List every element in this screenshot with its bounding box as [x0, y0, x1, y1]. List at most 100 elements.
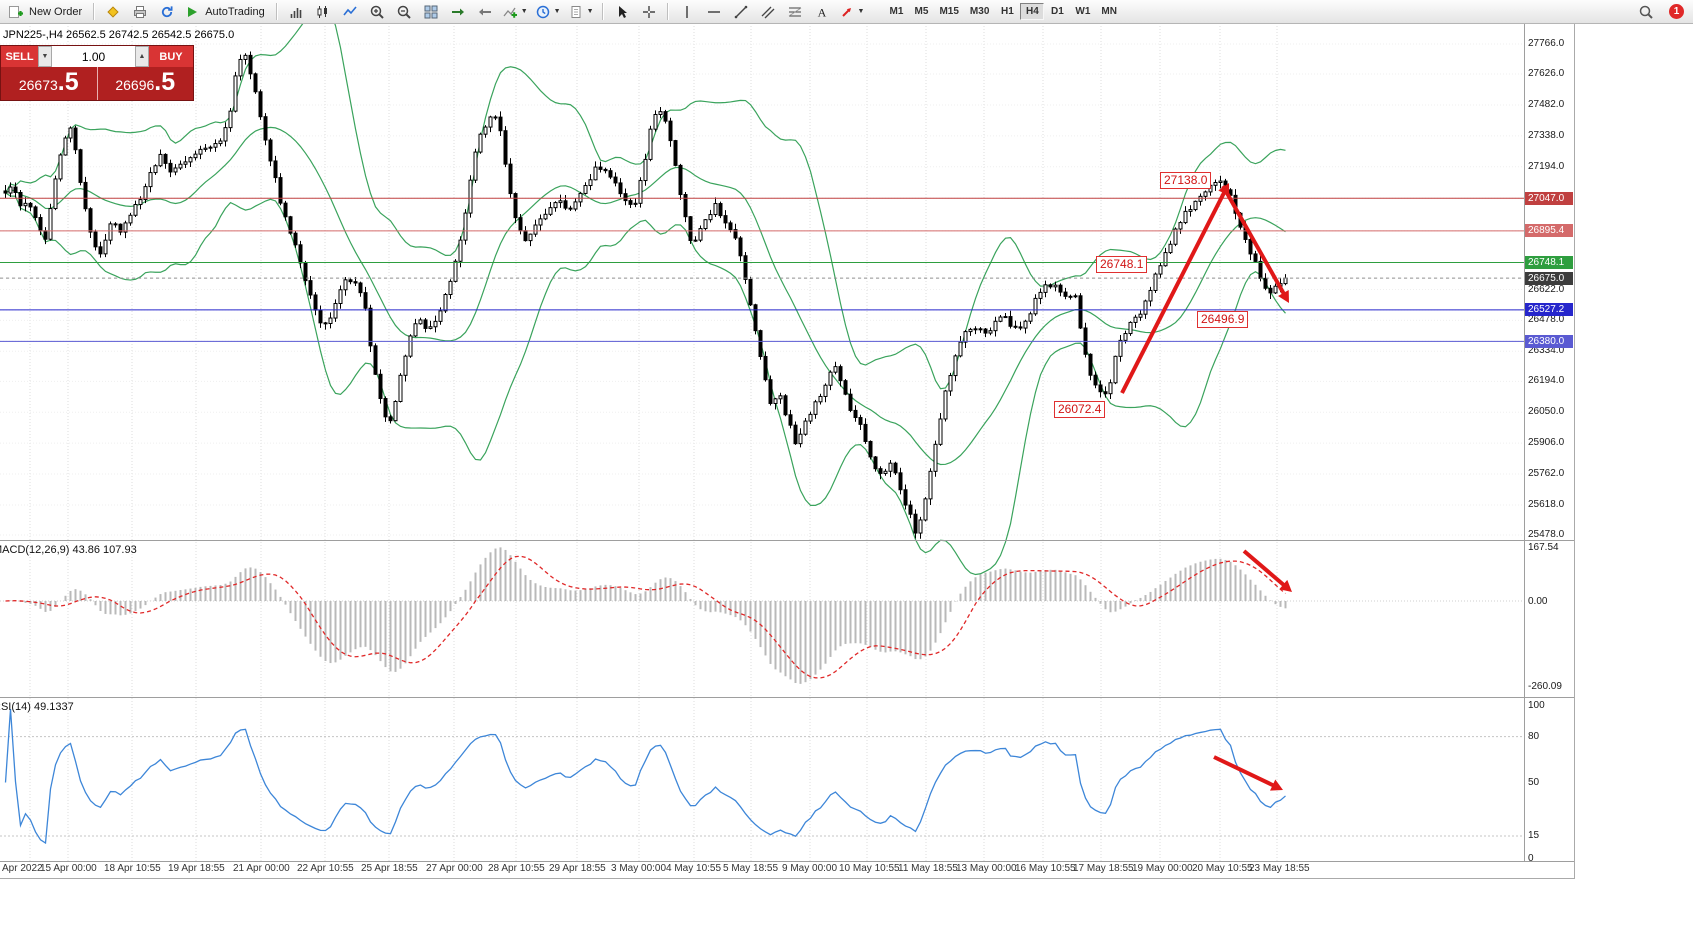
price-axis-tag[interactable]: 26527.2 — [1525, 303, 1573, 317]
line-chart-button[interactable] — [337, 1, 363, 23]
trend-up-arrow[interactable] — [1120, 183, 1230, 394]
indicators-button[interactable]: ▼ — [499, 1, 531, 23]
search-icon[interactable] — [1633, 1, 1659, 23]
macd-down-arrow[interactable] — [1242, 549, 1292, 592]
chart-shift-button[interactable] — [472, 1, 498, 23]
date-axis-label: 15 Apr 00:00 — [40, 863, 97, 874]
date-axis-label: 4 May 10:55 — [666, 863, 722, 874]
trend-down-arrow[interactable] — [1221, 185, 1289, 303]
price-annotation[interactable]: 26496.9 — [1197, 311, 1249, 328]
price-axis-label: 27194.0 — [1528, 160, 1565, 172]
periods-button[interactable]: ▼ — [532, 1, 564, 23]
fibonacci-button[interactable] — [782, 1, 808, 23]
price-axis-label: 25762.0 — [1528, 468, 1565, 480]
volume-decrease-button[interactable]: ▼ — [38, 46, 52, 67]
trend-arrows[interactable] — [1120, 183, 1292, 791]
rsi-indicator-label: RSI(14) 49.1337 — [0, 701, 74, 713]
tile-windows-button[interactable] — [418, 1, 444, 23]
price-annotation[interactable]: 26072.4 — [1054, 401, 1106, 418]
auto-scroll-button[interactable] — [445, 1, 471, 23]
arrows-objects-button[interactable]: ▼ — [836, 1, 868, 23]
new-order-label: New Order — [29, 5, 83, 18]
timeframe-button-h4[interactable]: H4 — [1020, 3, 1045, 20]
auto-scroll-icon — [450, 4, 466, 20]
chart-shift-icon — [477, 4, 493, 20]
timeframe-button-m15[interactable]: M15 — [939, 6, 959, 17]
chevron-down-icon: ▼ — [857, 8, 865, 15]
refresh-button[interactable] — [154, 1, 180, 23]
timeframe-button-d1[interactable]: D1 — [1050, 6, 1064, 17]
macd-axis-label: 0.00 — [1528, 596, 1548, 607]
channel-button[interactable] — [755, 1, 781, 23]
rsi-down-arrow[interactable] — [1213, 755, 1283, 791]
candlestick-chart-button[interactable] — [310, 1, 336, 23]
text-label-button[interactable]: A — [809, 1, 835, 23]
crosshair-button[interactable] — [636, 1, 662, 23]
print-button[interactable] — [127, 1, 153, 23]
price-axis-tag[interactable]: 26748.1 — [1525, 255, 1573, 269]
vertical-line-button[interactable] — [674, 1, 700, 23]
trendline-button[interactable] — [728, 1, 754, 23]
price-axis-tag[interactable]: 26895.4 — [1525, 224, 1573, 238]
timeframe-button-mn[interactable]: MN — [1101, 6, 1117, 17]
buy-price[interactable]: 26696.5 — [96, 67, 193, 100]
horizontal-line-button[interactable] — [701, 1, 727, 23]
timeframe-button-m30[interactable]: M30 — [969, 6, 990, 17]
sell-button[interactable]: SELL — [1, 46, 38, 67]
metaeditor-button[interactable] — [100, 1, 126, 23]
templates-button[interactable]: ▼ — [565, 1, 597, 23]
toolbar-separator — [275, 3, 278, 20]
date-axis-label: 13 May 00:00 — [956, 863, 1017, 874]
price-axis-tag[interactable]: 27047.0 — [1525, 191, 1573, 205]
autotrading-button[interactable]: AutoTrading — [181, 1, 271, 23]
macd-axis-label: -260.09 — [1528, 680, 1562, 692]
timeframe-button-m5[interactable]: M5 — [914, 6, 929, 17]
timeframe-button-w1[interactable]: W1 — [1075, 6, 1091, 17]
volume-increase-button[interactable]: ▲ — [135, 46, 149, 67]
rsi-axis-label: 0 — [1528, 853, 1534, 864]
price-axis-label: 27482.0 — [1528, 98, 1565, 110]
bar-chart-button[interactable] — [283, 1, 309, 23]
date-axis-label: 10 May 10:55 — [839, 863, 900, 874]
volume-input[interactable]: 1.00 — [52, 46, 135, 67]
timeframe-button-h1[interactable]: H1 — [1000, 6, 1014, 17]
rsi-axis-label: 50 — [1528, 776, 1540, 788]
candlesticks — [3, 51, 1288, 539]
rsi-axis-label: 80 — [1528, 730, 1540, 742]
zoom-out-button[interactable] — [391, 1, 417, 23]
toolbar-separator — [93, 3, 96, 20]
sell-price[interactable]: 26673.5 — [1, 67, 97, 100]
date-axis-label: 3 May 00:00 — [611, 863, 667, 874]
sell-price-pips: .5 — [57, 68, 79, 96]
macd-panel — [0, 547, 1524, 684]
buy-button[interactable]: BUY — [149, 46, 193, 67]
date-axis-label: 27 Apr 00:00 — [426, 863, 483, 874]
date-axis-label: 19 Apr 18:55 — [168, 863, 225, 874]
chart-canvas[interactable] — [0, 0, 1574, 878]
price-axis-tag[interactable]: 26380.0 — [1525, 334, 1573, 348]
horizontal-level-lines[interactable] — [0, 197, 1524, 342]
buy-price-main: 26696 — [115, 77, 155, 93]
zoom-out-icon — [396, 4, 412, 20]
refresh-icon — [159, 4, 175, 20]
fibonacci-icon — [787, 4, 803, 20]
svg-text:A: A — [817, 5, 826, 19]
crosshair-icon — [641, 4, 657, 20]
price-axis-label: 25906.0 — [1528, 437, 1565, 449]
buy-price-pips: .5 — [154, 68, 176, 96]
zoom-in-button[interactable] — [364, 1, 390, 23]
new-order-button[interactable]: New Order — [5, 1, 88, 23]
price-annotation[interactable]: 26748.1 — [1096, 256, 1148, 273]
template-icon — [568, 4, 584, 20]
chevron-down-icon: ▼ — [586, 8, 594, 15]
date-axis-label: 20 May 10:55 — [1192, 863, 1253, 874]
cursor-button[interactable] — [609, 1, 635, 23]
price-axis-tag[interactable]: 26675.0 — [1525, 271, 1573, 285]
timeframe-button-m1[interactable]: M1 — [889, 6, 904, 17]
macd-signal-line — [5, 555, 1286, 679]
price-axis-label: 26334.0 — [1528, 345, 1565, 357]
text-icon: A — [814, 4, 830, 20]
trade-panel-price-row: 26673.5 26696.5 — [1, 67, 193, 100]
price-annotation[interactable]: 27138.0 — [1160, 172, 1212, 189]
notification-badge[interactable]: 1 — [1669, 4, 1684, 19]
